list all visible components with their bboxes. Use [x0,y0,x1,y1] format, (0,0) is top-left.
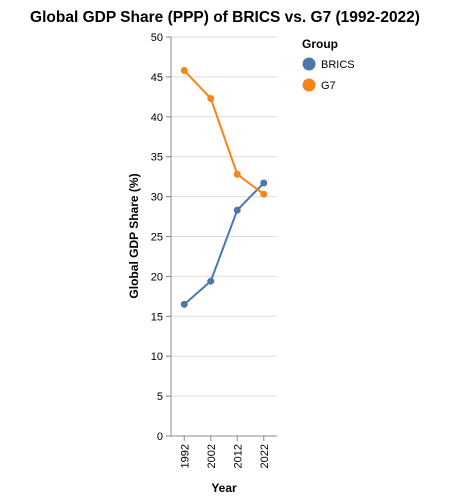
data-point-g7[interactable] [180,67,188,75]
legend-swatch-brics [302,57,316,71]
legend-label-brics: BRICS [321,59,355,71]
x-tick-label: 2012 [232,444,244,468]
plot-area: 0 5 10 15 20 25 30 35 40 45 50 1992 2002 2012 2022 [151,32,277,468]
y-axis: 0 5 10 15 20 25 30 35 40 45 50 [151,32,172,443]
data-point-brics[interactable] [207,277,215,285]
y-tick-label: 40 [151,112,163,124]
data-point-brics[interactable] [180,300,188,308]
y-tick-label: 20 [151,271,163,283]
data-point-brics[interactable] [233,206,241,214]
legend-label-g7: G7 [321,80,336,92]
legend-title: Group [302,37,338,51]
legend-swatch-g7 [302,78,316,92]
y-tick-label: 15 [151,311,163,323]
x-tick-label: 2022 [259,444,271,468]
y-tick-label: 0 [157,431,163,443]
series-lines [183,69,265,306]
data-point-g7[interactable] [233,170,241,178]
legend: Group BRICS G7 [302,37,355,92]
y-tick-label: 45 [151,72,163,84]
series-line-g7 [183,69,265,196]
y-tick-label: 35 [151,152,163,164]
y-tick-label: 50 [151,32,163,44]
y-axis-title: Global GDP Share (%) [127,173,141,298]
x-axis: 1992 2002 2012 2022 [171,435,277,468]
data-point-g7[interactable] [207,94,215,102]
chart-title: Global GDP Share (PPP) of BRICS vs. G7 (… [30,9,420,26]
y-tick-label: 10 [151,351,163,363]
series-points [180,67,268,308]
y-tick-label: 30 [151,192,163,204]
series-line-brics [183,182,265,306]
legend-items: BRICS G7 [302,57,355,92]
y-tick-label: 25 [151,232,163,244]
gridlines [171,36,277,437]
x-axis-title: Year [211,481,237,495]
x-tick-label: 2002 [206,444,218,468]
data-point-brics[interactable] [260,179,268,187]
y-tick-label: 5 [157,391,163,403]
data-point-g7[interactable] [260,190,268,198]
x-tick-label: 1992 [179,444,191,468]
